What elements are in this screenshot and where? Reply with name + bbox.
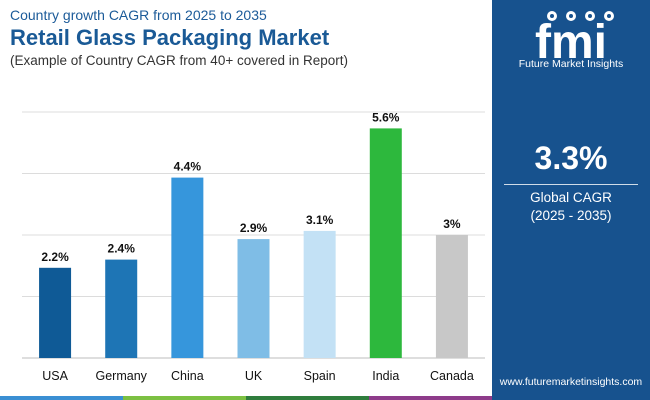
global-cagr-label: Global CAGR (2025 - 2035)	[492, 189, 650, 225]
bar-chart: 2.2% 2.4% 4.4% 2.9% 3.1% 5.6% 3% USA Germany Chi…	[22, 110, 485, 383]
value-label-canada: 3%	[443, 217, 461, 231]
website-url[interactable]: www.futuremarketinsights.com	[499, 376, 643, 388]
category-label-canada: Canada	[430, 369, 474, 383]
value-labels-group: 2.2% 2.4% 4.4% 2.9% 3.1% 5.6% 3%	[41, 110, 461, 263]
bar-spain	[303, 230, 336, 358]
bars-group	[39, 128, 468, 358]
value-label-china: 4.4%	[174, 160, 202, 174]
svg-text:fmi: fmi	[535, 16, 607, 69]
category-label-usa: USA	[42, 369, 68, 383]
category-labels-group: USA Germany China UK Spain India Canada	[42, 369, 474, 383]
chart-title: Retail Glass Packaging Market	[10, 25, 330, 50]
value-label-uk: 2.9%	[240, 221, 268, 235]
bar-canada	[435, 235, 468, 358]
divider	[504, 184, 638, 185]
bar-usa	[39, 267, 72, 358]
category-label-china: China	[171, 369, 204, 383]
category-label-india: India	[372, 369, 399, 383]
bar-china	[171, 177, 204, 358]
category-label-spain: Spain	[304, 369, 336, 383]
logo-text: Future Market Insights	[518, 58, 624, 70]
fmi-logo-icon: fmi	[535, 11, 614, 69]
category-label-uk: UK	[245, 369, 263, 383]
value-label-germany: 2.4%	[108, 242, 136, 256]
category-label-germany: Germany	[96, 369, 148, 383]
bar-germany	[105, 259, 138, 358]
value-label-spain: 3.1%	[306, 213, 334, 227]
bar-uk	[237, 239, 270, 358]
value-label-usa: 2.2%	[41, 250, 69, 264]
global-cagr-period: (2025 - 2035)	[530, 208, 612, 223]
chart-subtitle: Country growth CAGR from 2025 to 2035	[10, 7, 267, 23]
global-cagr-value: 3.3%	[534, 140, 608, 176]
sidebar-panel: fmi Future Market Insights 3.3% Global C…	[492, 0, 650, 400]
chart-header: Country growth CAGR from 2025 to 2035 Re…	[10, 6, 480, 70]
chart-note: (Example of Country CAGR from 40+ covere…	[10, 53, 349, 68]
bottom-color-bar	[0, 396, 492, 400]
value-label-india: 5.6%	[372, 110, 400, 124]
global-cagr-title: Global CAGR	[530, 190, 612, 205]
bar-india	[369, 128, 402, 358]
